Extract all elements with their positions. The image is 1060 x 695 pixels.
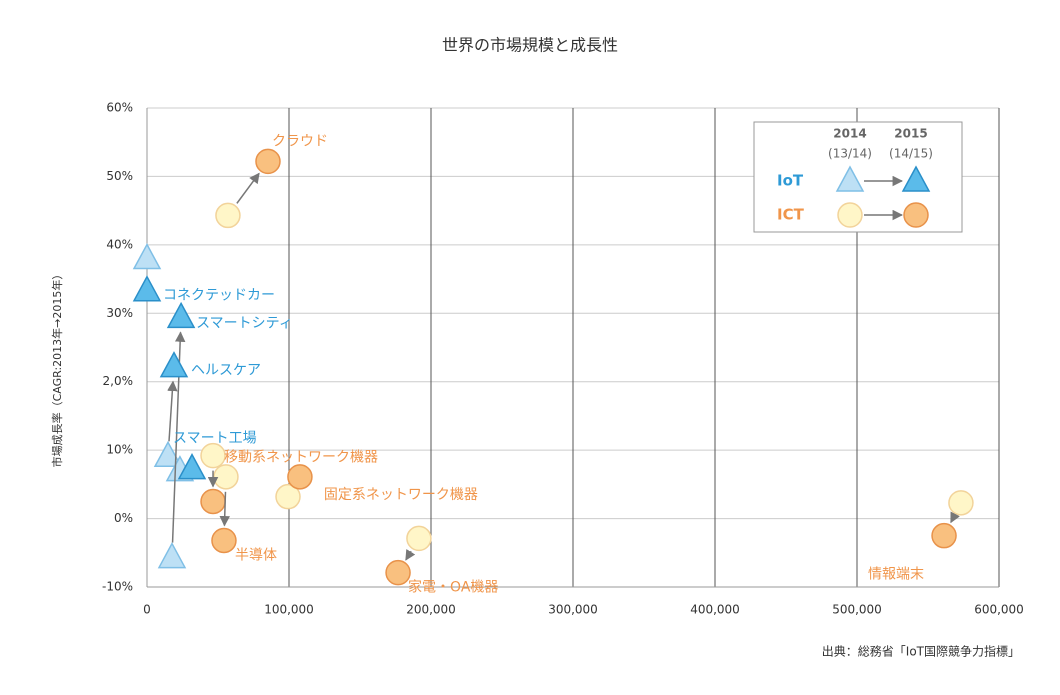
legend-label: IoT: [777, 172, 804, 190]
legend-symbol: [901, 165, 931, 192]
arrow: [405, 549, 416, 561]
legend-symbol: [835, 165, 865, 192]
y-tick-label: 2,0%: [103, 374, 134, 388]
point-2014: [948, 490, 974, 516]
point-2014: [132, 242, 162, 270]
point-label: スマート工場: [173, 431, 257, 447]
point-2014: [275, 483, 301, 510]
point-2014: [406, 525, 432, 552]
point-2015: [132, 275, 162, 302]
y-axis-label: 市場成長率（CAGR:2013年→2015年）: [50, 269, 64, 468]
arrow: [219, 491, 230, 527]
legend-symbol: [903, 202, 929, 228]
point-label: 固定系ネットワーク機器: [324, 487, 478, 503]
y-tick-label: 30%: [106, 306, 133, 320]
legend-period: (13/14): [828, 147, 872, 161]
x-tick-label: 200,000: [406, 603, 456, 617]
x-tick-label: 300,000: [548, 603, 598, 617]
point-label: 半導体: [235, 547, 277, 563]
point-2015: [931, 522, 957, 549]
legend-year: 2015: [894, 127, 927, 141]
point-label: 家電・OA機器: [408, 579, 498, 596]
y-tick-label: 0%: [114, 511, 133, 525]
chart-title: 世界の市場規模と成長性: [442, 36, 618, 55]
point-2015: [385, 559, 411, 586]
x-tick-label: 500,000: [832, 603, 882, 617]
point-label: 情報端末: [868, 567, 924, 583]
point-2014: [157, 542, 187, 569]
x-tick-label: 600,000: [974, 603, 1024, 617]
point-label: クラウド: [272, 133, 328, 149]
y-tick-label: -10%: [102, 580, 133, 594]
point-2015: [211, 527, 237, 554]
arrow: [236, 172, 260, 204]
point-2014: [213, 464, 239, 490]
point-2014: [215, 202, 241, 229]
x-tick-label: 100,000: [264, 603, 314, 617]
point-label: スマートシティ: [196, 315, 293, 331]
point-2015: [287, 464, 313, 490]
point-2014: [200, 442, 226, 469]
y-tick-label: 50%: [106, 169, 133, 183]
x-tick-label: 0: [143, 603, 151, 617]
legend-period: (14/15): [889, 147, 933, 161]
y-tick-label: 60%: [106, 101, 133, 115]
point-2015: [177, 453, 207, 480]
point-2014: [153, 440, 183, 468]
point-label: 移動系ネットワーク機器: [224, 449, 378, 465]
arrow: [950, 511, 960, 524]
arrow: [167, 380, 178, 442]
point-2015: [255, 148, 281, 175]
point-label: コネクテッドカー: [163, 288, 275, 304]
legend-year: 2014: [833, 127, 866, 141]
point-2015: [159, 351, 189, 378]
legend-symbol: [837, 202, 863, 228]
y-tick-label: 10%: [106, 443, 133, 457]
point-2015: [200, 488, 226, 515]
legend-label: ICT: [777, 206, 805, 224]
point-2015: [166, 301, 196, 329]
x-tick-label: 400,000: [690, 603, 740, 617]
point-label: ヘルスケア: [191, 363, 261, 379]
y-tick-label: 40%: [106, 237, 133, 251]
source: 出典：総務省「IoT国際競争力指標」: [822, 644, 1020, 659]
